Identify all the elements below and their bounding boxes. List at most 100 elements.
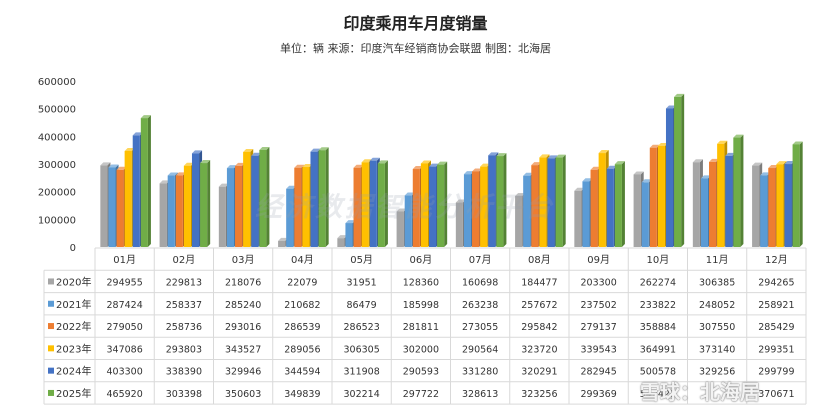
data-label: 306385 [699,277,735,288]
data-label: 299369 [580,389,616,400]
data-label: 344594 [284,367,320,378]
bar-top [218,183,229,187]
bar-top [515,192,526,196]
bar-top [598,150,609,154]
bar-top [733,134,744,138]
x-tick-label: 02月 [173,254,196,266]
legend-swatch [48,278,54,285]
x-tick-label: 08月 [528,254,551,266]
bar [488,155,496,247]
bar [515,195,523,247]
bar [633,174,641,247]
data-label: 286523 [343,322,379,333]
legend-label: 2021年 [56,298,91,311]
bar-top [776,161,787,165]
data-label: 285240 [225,300,261,311]
data-label: 403300 [106,367,142,378]
bar [286,188,294,247]
bar [318,150,326,247]
bar [345,223,353,247]
data-label: 237502 [580,300,616,311]
bar-top [345,220,356,224]
data-label: 293803 [166,344,202,355]
bar-top [294,164,305,168]
x-tick-label: 07月 [469,254,492,266]
data-label: 307550 [699,322,735,333]
data-label: 279050 [106,322,142,333]
data-label: 323256 [521,389,557,400]
legend-label: 2024年 [56,365,91,378]
bar [183,165,191,247]
bar-top [657,143,668,147]
bar-top [496,153,507,157]
chart-subtitle: 单位：辆 来源：印度汽车经销商协会联盟 制图：北海居 [280,42,551,55]
bar [709,161,717,247]
bar [235,165,243,247]
legend-swatch [48,367,54,374]
legend-swatch [48,300,54,307]
bar [404,195,412,247]
x-tick-label: 03月 [232,254,255,266]
x-tick-label: 11月 [706,254,729,266]
data-label: 160698 [462,277,498,288]
bar-top [717,140,728,144]
bar-side [147,115,151,248]
bar-top [259,146,270,150]
bar-top [633,171,644,175]
bar [496,156,504,247]
data-label: 86479 [347,300,377,311]
bar-top [709,158,720,162]
bar [606,168,614,247]
bar [369,160,377,247]
bar-top [674,93,685,97]
bar [294,167,302,247]
legend-label: 2023年 [56,342,91,355]
data-label: 281811 [403,322,439,333]
bar-top [286,185,297,189]
bar [665,108,674,248]
bar-top [760,172,771,176]
bar [523,175,531,247]
bar-top [641,179,652,183]
data-label: 203300 [580,277,616,288]
data-label: 295842 [521,322,557,333]
bar [361,162,369,247]
data-label: 299799 [758,367,794,378]
bar [776,164,784,247]
bar-top [251,152,262,156]
bar [377,163,385,247]
data-label: 364991 [640,344,676,355]
data-label: 273055 [462,322,498,333]
data-label: 258921 [758,300,794,311]
data-label: 343527 [225,344,261,355]
data-label: 257672 [521,300,557,311]
bar-top [523,172,534,176]
bar [784,164,792,247]
bar-top [700,175,712,179]
bar-top [420,160,431,164]
bar-top [768,165,779,169]
bar-top [278,237,289,241]
bar-top [140,115,151,119]
data-label: 285429 [758,322,794,333]
data-label: 128360 [403,277,439,288]
data-label: 294955 [106,277,142,288]
bar [472,171,480,247]
x-tick-label: 01月 [113,254,136,266]
bar [598,153,606,247]
bar [167,175,175,247]
bar [140,118,148,248]
bar [108,167,116,247]
watermark-text: 经济数据智能分析平台 [255,192,555,223]
data-label: 350603 [225,389,261,400]
bar [717,143,725,247]
bar-top [488,152,499,156]
bar-side [621,161,625,247]
bar-top [226,165,238,169]
data-label: 303398 [166,389,202,400]
watermark-logo: 雪球：北海居 [640,380,760,404]
bar [218,186,226,247]
bar-top [582,178,593,182]
data-label: 311908 [343,367,379,378]
bar [226,168,235,247]
